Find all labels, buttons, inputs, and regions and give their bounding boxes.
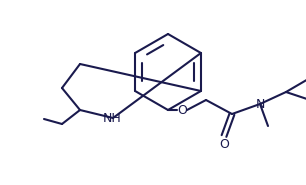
Text: O: O bbox=[177, 103, 187, 117]
Text: N: N bbox=[255, 97, 265, 110]
Text: O: O bbox=[219, 137, 229, 151]
Text: NH: NH bbox=[103, 112, 121, 125]
